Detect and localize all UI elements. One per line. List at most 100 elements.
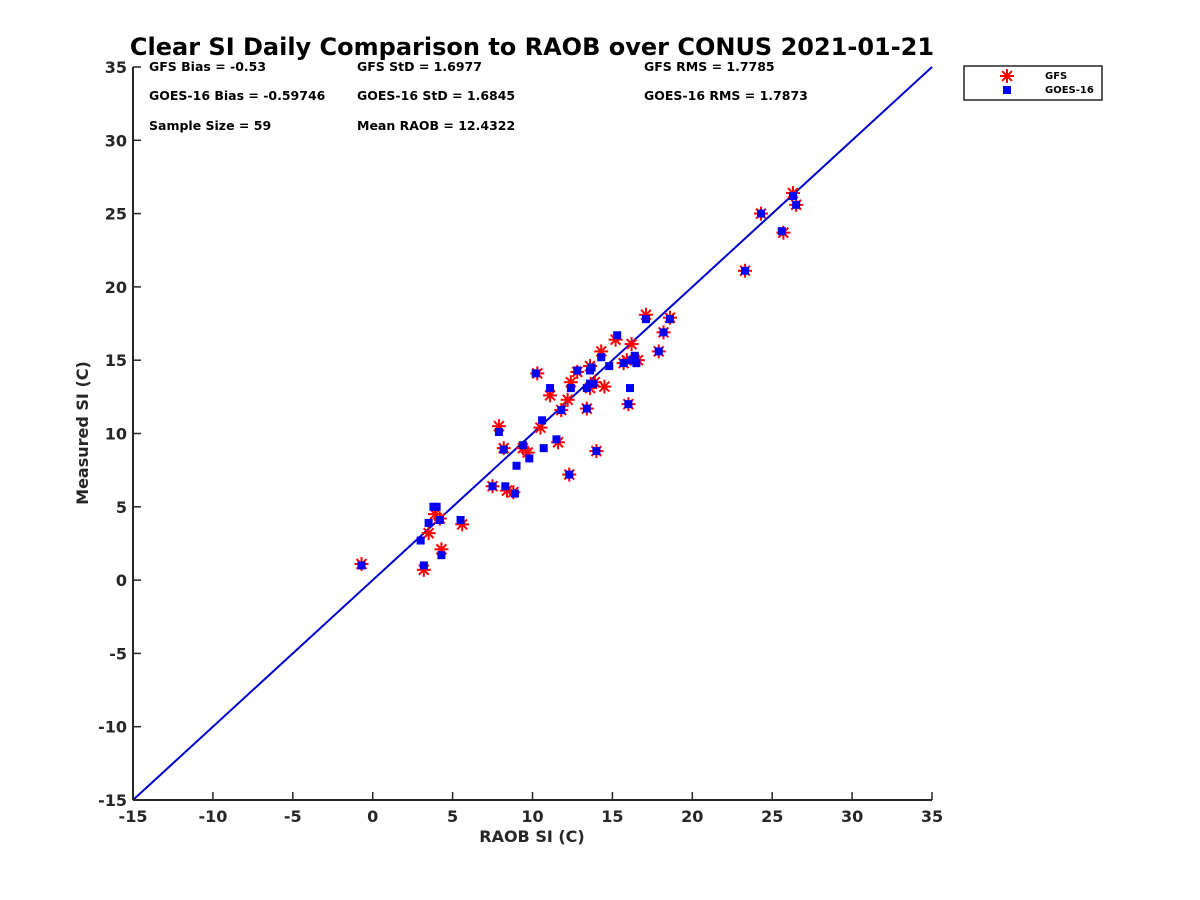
- goes-16-point: [510, 489, 519, 498]
- goes-16-point: [630, 351, 639, 360]
- goes-16-point: [437, 551, 446, 560]
- y-tick-label: -10: [98, 718, 127, 737]
- goes-16-point: [357, 561, 366, 570]
- goes-16-point: [539, 444, 548, 453]
- goes-16-point: [538, 416, 547, 425]
- goes-16-point: [565, 470, 574, 479]
- y-axis-ticks: -15 -10 -5 0 5 10 15 20 25 30 35: [98, 58, 141, 810]
- y-tick-label: 5: [116, 498, 127, 517]
- y-tick-label: 15: [105, 351, 127, 370]
- x-tick-label: -10: [198, 807, 227, 826]
- y-tick-label: 30: [105, 131, 127, 150]
- goes-16-point: [613, 331, 622, 340]
- goes-16-point: [788, 192, 797, 201]
- stat-gfs-std: GFS StD = 1.6977: [357, 59, 482, 74]
- gfs-point: [624, 337, 639, 352]
- x-axis-ticks: -15 -10 -5 0 5 10 15 20 25 30 35: [119, 792, 943, 826]
- goes-16-point: [501, 482, 510, 491]
- y-axis-title: Measured SI (C): [73, 361, 92, 505]
- stat-goes-bias: GOES-16 Bias = -0.59746: [149, 88, 326, 103]
- goes-16-point: [456, 515, 465, 524]
- goes-16-point: [654, 347, 663, 356]
- y-tick-label: 20: [105, 278, 127, 297]
- gfs-point: [421, 526, 436, 541]
- x-tick-label: 35: [921, 807, 943, 826]
- goes-16-point: [518, 441, 527, 450]
- x-tick-label: 0: [367, 807, 378, 826]
- stat-gfs-rms: GFS RMS = 1.7785: [644, 59, 775, 74]
- goes-16-point: [659, 328, 668, 337]
- y-tick-label: 35: [105, 58, 127, 77]
- goes-16-point: [424, 518, 433, 527]
- goes-16-point: [605, 362, 614, 371]
- goes-16-point: [525, 454, 534, 463]
- goes-16-point: [597, 353, 606, 362]
- x-tick-label: 10: [521, 807, 543, 826]
- goes-16-point: [512, 461, 521, 470]
- goes-16-point: [741, 266, 750, 275]
- goes-16-point: [619, 359, 628, 368]
- y-tick-label: -15: [98, 791, 127, 810]
- goes-16-point: [627, 356, 636, 365]
- x-tick-label: -5: [284, 807, 302, 826]
- legend-label: GOES-16: [1045, 85, 1094, 96]
- goes-16-point: [494, 428, 503, 437]
- goes-16-point: [777, 227, 786, 236]
- goes-16-point: [632, 359, 641, 368]
- goes-16-point: [557, 406, 566, 415]
- legend-box: [963, 65, 1103, 101]
- y-tick-label: -5: [109, 644, 127, 663]
- goes-16-point: [582, 384, 591, 393]
- goes-16-point: [625, 384, 634, 393]
- goes-16-point: [416, 536, 425, 545]
- goes-16-point: [488, 482, 497, 491]
- series-gfs: [354, 186, 804, 577]
- goes-16-point: [566, 384, 575, 393]
- goes-16-point: [499, 445, 508, 454]
- goes-16-point: [589, 379, 598, 388]
- goes-16-point: [665, 315, 674, 324]
- x-tick-label: 15: [601, 807, 623, 826]
- goes-16-point: [419, 561, 428, 570]
- goes-16-point: [592, 447, 601, 456]
- gfs-point: [533, 420, 548, 435]
- goes-16-point: [641, 315, 650, 324]
- x-tick-label: 25: [761, 807, 783, 826]
- goes-16-point: [587, 363, 596, 372]
- x-tick-label: -15: [119, 807, 148, 826]
- data-points: [354, 186, 804, 577]
- goes-16-point: [531, 369, 540, 378]
- one-to-one-line: [132, 66, 933, 801]
- stat-gfs-bias: GFS Bias = -0.53: [149, 59, 266, 74]
- goes-16-point: [432, 502, 441, 511]
- goes-16-point: [546, 384, 555, 393]
- stat-mean-raob: Mean RAOB = 12.4322: [357, 118, 515, 133]
- stat-goes-std: GOES-16 StD = 1.6845: [357, 88, 515, 103]
- legend-marker-goes-16: [1003, 86, 1011, 94]
- goes-16-point: [573, 366, 582, 375]
- x-tick-label: 30: [841, 807, 863, 826]
- goes-16-point: [624, 400, 633, 409]
- y-tick-label: 0: [116, 571, 127, 590]
- gfs-point: [597, 379, 612, 394]
- x-tick-label: 5: [447, 807, 458, 826]
- y-tick-label: 10: [105, 425, 127, 444]
- stats-annotations: GFS Bias = -0.53 GFS StD = 1.6977 GFS RMS …: [149, 59, 808, 133]
- stat-sample-size: Sample Size = 59: [149, 118, 271, 133]
- goes-16-point: [435, 515, 444, 524]
- legend-marker-gfs: [1000, 69, 1014, 83]
- y-tick-label: 25: [105, 205, 127, 224]
- goes-16-point: [582, 404, 591, 413]
- goes-16-point: [757, 209, 766, 218]
- legend: GFS GOES-16: [963, 65, 1103, 101]
- goes-16-point: [552, 435, 561, 444]
- legend-label: GFS: [1045, 71, 1067, 82]
- gfs-point: [560, 392, 575, 407]
- chart-title: Clear SI Daily Comparison to RAOB over C…: [130, 33, 934, 61]
- stat-goes-rms: GOES-16 RMS = 1.7873: [644, 88, 808, 103]
- goes-16-point: [792, 200, 801, 209]
- x-axis-title: RAOB SI (C): [479, 827, 584, 846]
- series-goes-16: [357, 192, 801, 570]
- x-tick-label: 20: [681, 807, 703, 826]
